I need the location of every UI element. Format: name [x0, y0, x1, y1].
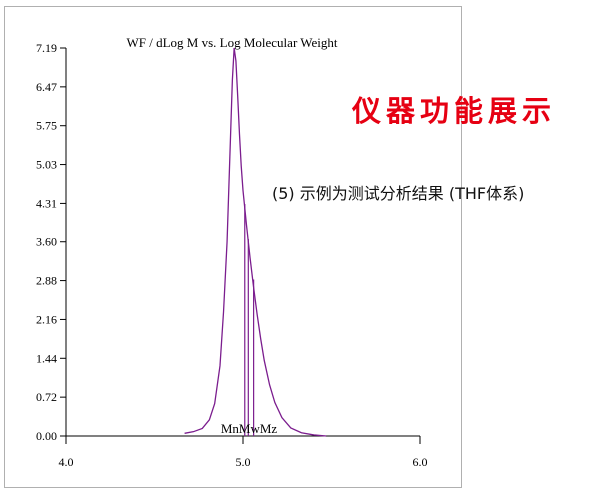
- y-tick-label: 5.75: [36, 119, 57, 133]
- y-tick-label: 7.19: [36, 41, 57, 55]
- average-markers: [244, 203, 255, 436]
- x-tick-label: 6.0: [413, 455, 428, 469]
- promo-title: 仪器功能展示: [352, 94, 557, 128]
- y-axis-ticks: 0.00 0.72 1.44 2.16 2.88 3.60 4.31 5.03 5.75 6.47…: [36, 41, 66, 443]
- x-axis-ticks: 4.0 5.0 6.0: [59, 436, 428, 469]
- y-tick-label: 2.88: [36, 274, 57, 288]
- y-tick-label: 2.16: [36, 312, 57, 326]
- x-tick-label: 4.0: [59, 455, 74, 469]
- y-tick-label: 4.31: [36, 196, 57, 210]
- y-tick-label: 0.72: [36, 390, 57, 404]
- marker-labels: MnMwMz: [221, 421, 278, 436]
- chart-frame: [4, 6, 462, 488]
- x-tick-label: 5.0: [236, 455, 251, 469]
- promo-caption: (5) 示例为测试分析结果 (THF体系): [272, 184, 525, 203]
- y-tick-label: 6.47: [36, 80, 57, 94]
- distribution-curve: [184, 47, 327, 437]
- chart-title: WF / dLog M vs. Log Molecular Weight: [126, 35, 337, 50]
- y-tick-label: 0.00: [36, 429, 57, 443]
- y-tick-label: 5.03: [36, 158, 57, 172]
- y-tick-label: 3.60: [36, 235, 57, 249]
- y-tick-label: 1.44: [36, 351, 57, 365]
